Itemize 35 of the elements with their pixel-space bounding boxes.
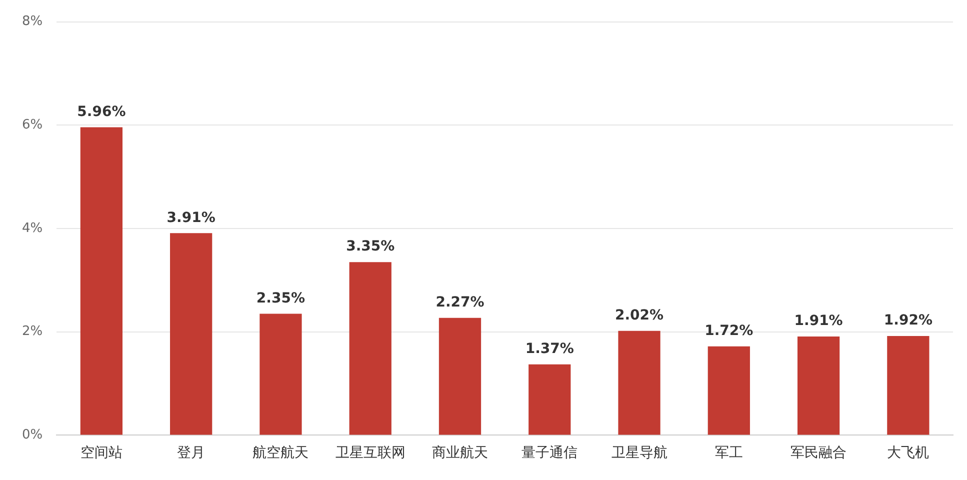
- x-tick-label: 商业航天: [432, 445, 488, 462]
- x-tick-label: 空间站: [80, 445, 122, 462]
- bar: [80, 127, 123, 435]
- data-label: 1.72%: [704, 322, 754, 339]
- x-tick-label: 登月: [177, 445, 206, 462]
- x-tick-label: 大飞机: [887, 445, 930, 462]
- data-label: 5.96%: [77, 104, 126, 120]
- y-tick-label: 8%: [22, 14, 43, 30]
- data-label: 1.92%: [884, 312, 932, 329]
- x-tick-label: 量子通信: [522, 445, 578, 462]
- data-label: 1.91%: [794, 313, 843, 330]
- y-tick-label: 0%: [22, 428, 43, 443]
- data-label: 3.35%: [346, 238, 395, 255]
- data-label: 2.02%: [614, 307, 664, 324]
- bar: [708, 346, 750, 435]
- bar: [438, 318, 482, 435]
- data-label: 1.37%: [525, 341, 574, 358]
- y-tick-label: 2%: [22, 324, 43, 340]
- bar: [618, 330, 660, 435]
- x-tick-label: 航空航天: [252, 445, 309, 462]
- data-label: 3.91%: [166, 210, 216, 226]
- bar: [260, 314, 302, 435]
- y-tick-label: 6%: [22, 118, 43, 133]
- x-tick-label: 卫星导航: [611, 445, 668, 462]
- x-tick-label: 卫星互联网: [335, 445, 406, 462]
- y-tick-label: 4%: [22, 220, 43, 236]
- bar: [170, 233, 212, 435]
- x-tick-label: 军工: [714, 445, 743, 462]
- x-tick-label: 军民融合: [790, 445, 847, 462]
- data-label: 2.27%: [436, 294, 484, 311]
- data-label: 2.35%: [256, 290, 306, 306]
- bar: [349, 262, 392, 435]
- bar: [887, 336, 930, 435]
- bar: [528, 364, 571, 435]
- bar: [797, 336, 840, 435]
